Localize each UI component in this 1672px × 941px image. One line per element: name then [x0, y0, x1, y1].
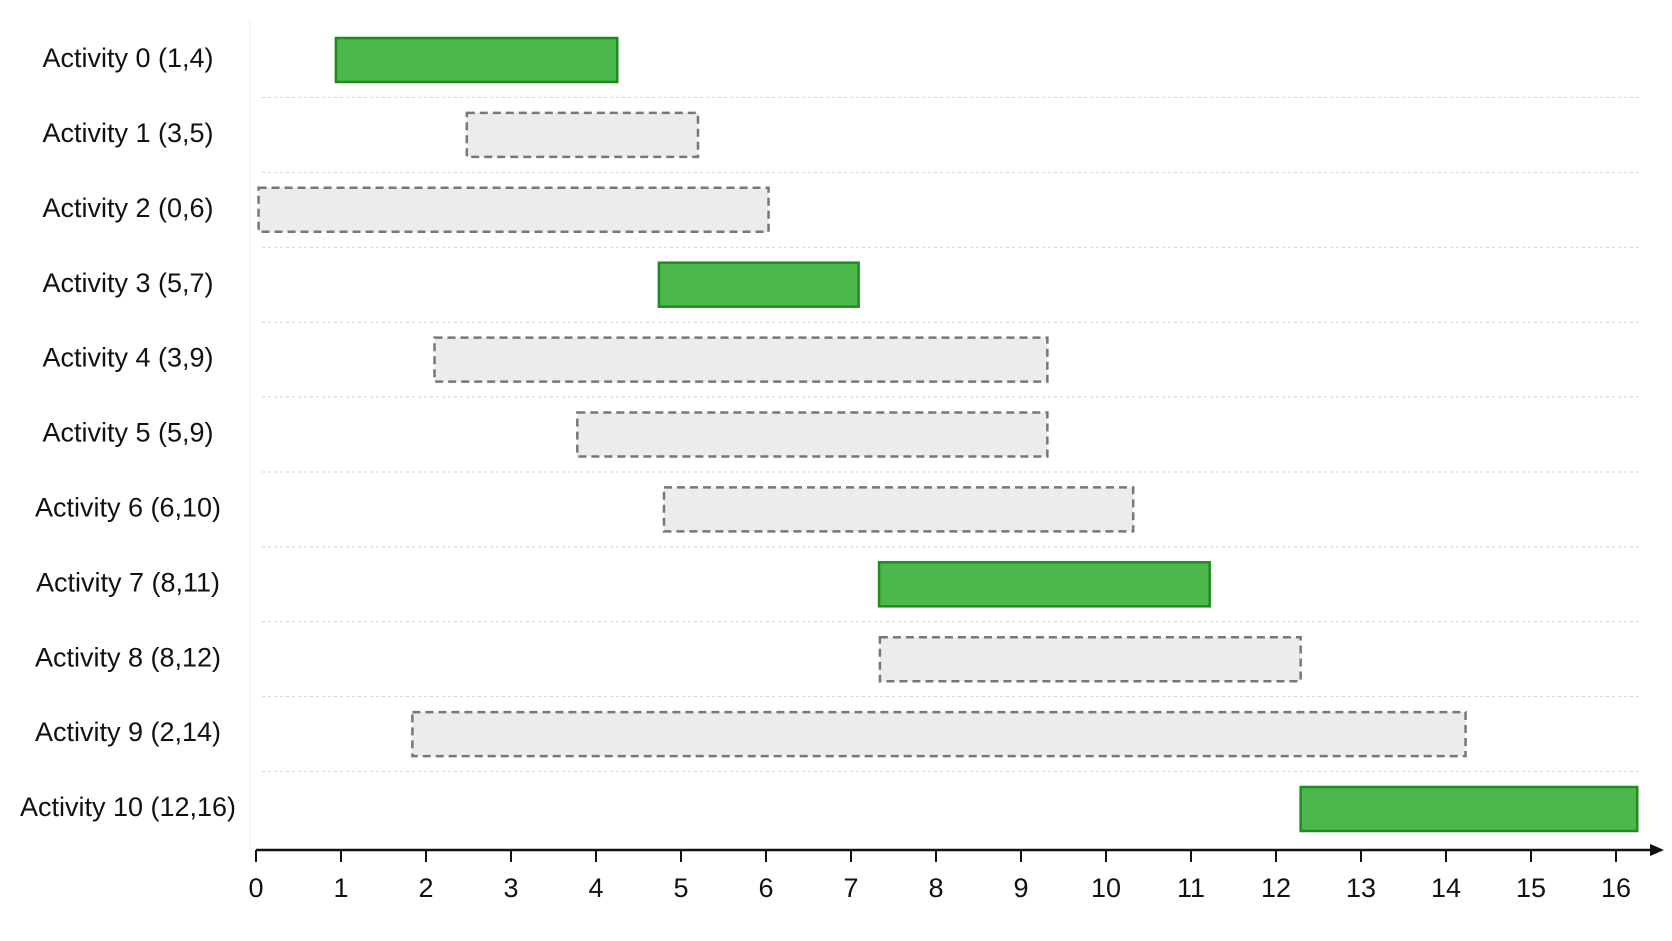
- x-tick-label: 10: [1091, 873, 1121, 903]
- selected-bar: [1299, 785, 1639, 833]
- y-tick-label: Activity 9 (2,14): [35, 717, 221, 747]
- y-tick-label: Activity 5 (5,9): [42, 418, 213, 448]
- x-tick-label: 7: [843, 873, 858, 903]
- x-tick-label: 12: [1261, 873, 1291, 903]
- x-tick-label: 13: [1346, 873, 1376, 903]
- x-tick-label: 8: [928, 873, 943, 903]
- activity-bar: [433, 336, 1049, 383]
- y-tick-label: Activity 8 (8,12): [35, 642, 221, 672]
- y-tick-label: Activity 1 (3,5): [42, 118, 213, 148]
- x-tick-label: 4: [588, 873, 603, 903]
- x-tick-label: 6: [758, 873, 773, 903]
- x-tick-label: 14: [1431, 873, 1461, 903]
- selected-bar: [877, 561, 1211, 608]
- y-tick-label: Activity 3 (5,7): [42, 268, 213, 298]
- activity-bar: [662, 486, 1135, 533]
- x-axis-arrow: [1650, 844, 1664, 856]
- y-tick-label: Activity 2 (0,6): [42, 193, 213, 223]
- y-tick-label: Activity 7 (8,11): [36, 567, 220, 597]
- y-tick-label: Activity 10 (12,16): [20, 792, 236, 822]
- y-tick-label: Activity 4 (3,9): [42, 343, 213, 373]
- y-tick-label: Activity 0 (1,4): [42, 43, 213, 73]
- x-tick-label: 15: [1516, 873, 1546, 903]
- activity-bar: [576, 411, 1049, 458]
- activity-bar: [257, 186, 770, 234]
- activity-bar: [878, 635, 1302, 683]
- x-tick-label: 16: [1601, 873, 1631, 903]
- activity-bar: [411, 710, 1467, 758]
- y-tick-label: Activity 6 (6,10): [35, 493, 221, 523]
- selected-bar: [657, 261, 860, 308]
- x-tick-label: 2: [418, 873, 433, 903]
- selected-bar: [334, 36, 619, 84]
- x-tick-label: 5: [673, 873, 688, 903]
- activity-bar: [465, 111, 700, 159]
- x-tick-label: 0: [248, 873, 263, 903]
- x-tick-label: 3: [503, 873, 518, 903]
- x-tick-label: 9: [1013, 873, 1028, 903]
- x-tick-label: 1: [333, 873, 348, 903]
- x-tick-label: 11: [1177, 873, 1205, 903]
